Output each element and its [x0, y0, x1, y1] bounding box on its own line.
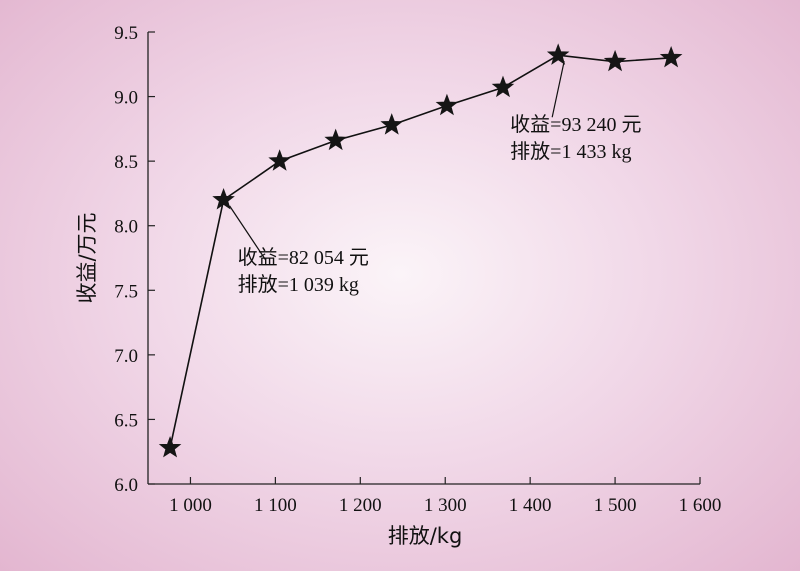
annotation-label: 收益=82 054 元 [238, 246, 369, 269]
annotation-leader-line [551, 61, 565, 118]
y-axis-title: 收益/万元 [75, 212, 99, 303]
axes [147, 32, 700, 485]
annotation-label: 排放=1 433 kg [510, 140, 631, 163]
y-tick-label: 6.5 [114, 410, 138, 431]
y-tick-label: 6.0 [114, 475, 138, 496]
x-tick-label: 1 300 [424, 495, 467, 516]
annotation-label: 收益=93 240 元 [510, 113, 641, 136]
data-point-star [158, 435, 182, 458]
x-tick-label: 1 200 [339, 495, 382, 516]
y-tick-label: 8.5 [114, 152, 138, 173]
data-point-star [324, 128, 347, 151]
annotations: 收益=82 054 元排放=1 039 kg 收益=93 240 元排放=1 43… [238, 113, 642, 296]
data-point-star [546, 43, 570, 65]
y-tick-label: 7.5 [114, 281, 138, 302]
series-line [169, 54, 672, 449]
data-point-star [380, 113, 404, 135]
data-point-star [212, 188, 235, 210]
ticks: 6.0 6.5 7.0 7.5 8.0 8.5 9.0 9.5 1 000 1 100 1 200 1… [114, 23, 721, 516]
data-point-star [659, 45, 683, 68]
data-point-star [491, 75, 515, 98]
y-tick-label: 7.0 [114, 346, 138, 367]
annotation-label: 排放=1 039 kg [238, 273, 359, 296]
x-tick-label: 1 400 [509, 495, 552, 516]
data-point-star [603, 49, 627, 72]
x-tick-label: 1 500 [594, 495, 637, 516]
x-axis-title: 排放/kg [388, 524, 463, 548]
series-line-path [169, 54, 672, 449]
x-tick-label: 1 600 [679, 495, 722, 516]
y-tick-label: 9.5 [114, 23, 138, 44]
annotation-leaders [229, 61, 565, 261]
y-tick-label: 8.0 [114, 217, 138, 238]
markers [158, 43, 683, 458]
data-point-star [268, 149, 291, 171]
data-point-star [435, 93, 459, 116]
x-tick-label: 1 000 [169, 495, 212, 516]
y-tick-label: 9.0 [114, 88, 138, 109]
annotation-leader-line [229, 205, 267, 261]
x-tick-label: 1 100 [254, 495, 297, 516]
